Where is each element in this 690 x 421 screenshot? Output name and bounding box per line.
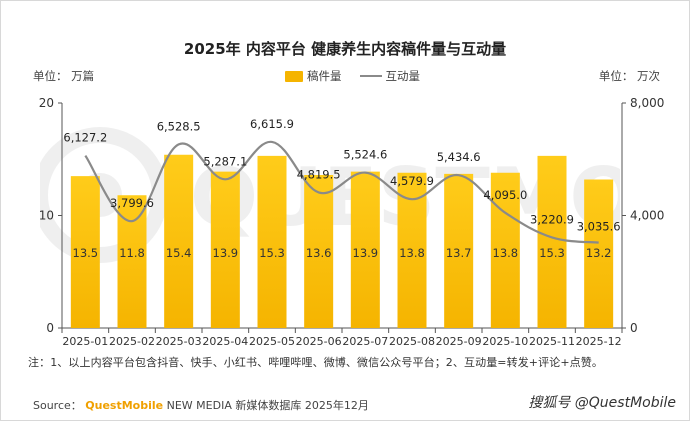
source-brand: QuestMobile xyxy=(85,399,164,412)
interaction-line-series xyxy=(84,140,599,244)
bar-2025-06 xyxy=(304,175,334,328)
line-value-label: 3,220.9 xyxy=(530,212,574,226)
bar-2025-05 xyxy=(257,155,287,328)
source-line: Source： QuestMobile NEW MEDIA 新媒体数据库 202… xyxy=(33,397,369,413)
bar-2025-12 xyxy=(584,179,614,328)
watermark-text: 搜狐号 @QuestMobile xyxy=(528,395,676,411)
line-value-label: 4,579.9 xyxy=(390,174,434,188)
bar-value-label: 15.3 xyxy=(259,246,285,260)
x-tick-label: 2025-03 xyxy=(156,335,202,348)
bar-2025-04 xyxy=(210,171,240,328)
legend: 稿件量 互动量 xyxy=(285,68,420,84)
bar-2025-07 xyxy=(350,171,380,328)
bar-value-label: 13.7 xyxy=(446,246,472,260)
bar-value-label: 13.8 xyxy=(399,246,425,260)
line-value-label: 3,799.6 xyxy=(110,196,154,210)
x-tick-label: 2025-10 xyxy=(482,335,528,348)
x-tick-label: 2025-01 xyxy=(62,335,108,348)
bar-value-label: 15.3 xyxy=(539,246,565,260)
bar-value-label: 13.2 xyxy=(586,246,612,260)
line-value-label: 4,819.5 xyxy=(297,167,341,181)
x-tick-label: 2025-08 xyxy=(389,335,435,348)
chart-title: 2025年 内容平台 健康养生内容稿件量与互动量 xyxy=(183,40,507,58)
right-tick-label: 0 xyxy=(630,321,638,335)
line-value-label: 6,127.2 xyxy=(63,131,107,145)
bar-2025-01 xyxy=(70,176,100,328)
left-axis-unit: 单位： 万篇 xyxy=(33,69,95,83)
legend-line-label: 互动量 xyxy=(385,69,421,83)
legend-bar-swatch xyxy=(285,70,303,82)
bar-value-label: 13.5 xyxy=(73,246,99,260)
bar-2025-11 xyxy=(537,155,567,328)
line-value-label: 6,528.5 xyxy=(157,119,201,133)
bar-value-label: 13.6 xyxy=(306,246,332,260)
right-tick-label: 4,000 xyxy=(630,209,664,223)
bar-value-label: 13.8 xyxy=(493,246,519,260)
legend-bar-label: 稿件量 xyxy=(307,69,342,83)
left-tick-label: 10 xyxy=(39,209,54,223)
line-value-label: 5,434.6 xyxy=(437,150,481,164)
x-tick-label: 2025-11 xyxy=(529,335,575,348)
bar-2025-10 xyxy=(490,172,520,328)
line-value-label: 3,035.6 xyxy=(577,220,621,234)
source-prefix: Source： xyxy=(33,399,82,412)
bar-value-label: 15.4 xyxy=(166,246,192,260)
x-tick-label: 2025-02 xyxy=(109,335,155,348)
x-tick-label: 2025-05 xyxy=(249,335,295,348)
x-tick-label: 2025-06 xyxy=(296,335,342,348)
source-rest: NEW MEDIA 新媒体数据库 2025年12月 xyxy=(166,399,369,412)
right-axis-unit: 单位： 万次 xyxy=(598,69,660,83)
x-tick-label: 2025-07 xyxy=(342,335,388,348)
left-tick-label: 0 xyxy=(46,321,54,335)
line-value-label: 5,524.6 xyxy=(343,148,387,162)
right-tick-label: 8,000 xyxy=(630,96,664,110)
footnote: 注：1、以上内容平台包含抖音、快手、小红书、哔哩哔哩、微博、微信公众号平台；2、… xyxy=(28,356,603,369)
x-tick-label: 2025-12 xyxy=(576,335,622,348)
line-value-label: 4,095.0 xyxy=(483,188,527,202)
bar-2025-03 xyxy=(164,154,194,328)
bar-value-label: 11.8 xyxy=(119,246,145,260)
x-tick-label: 2025-09 xyxy=(436,335,482,348)
line-value-label: 5,287.1 xyxy=(203,154,247,168)
bar-value-label: 13.9 xyxy=(213,246,239,260)
left-tick-label: 20 xyxy=(39,96,54,110)
bar-value-label: 13.9 xyxy=(353,246,379,260)
line-value-label: 6,615.9 xyxy=(250,117,294,131)
legend-line-swatch xyxy=(359,75,382,77)
bar-2025-09 xyxy=(444,173,474,328)
x-tick-label: 2025-04 xyxy=(202,335,248,348)
